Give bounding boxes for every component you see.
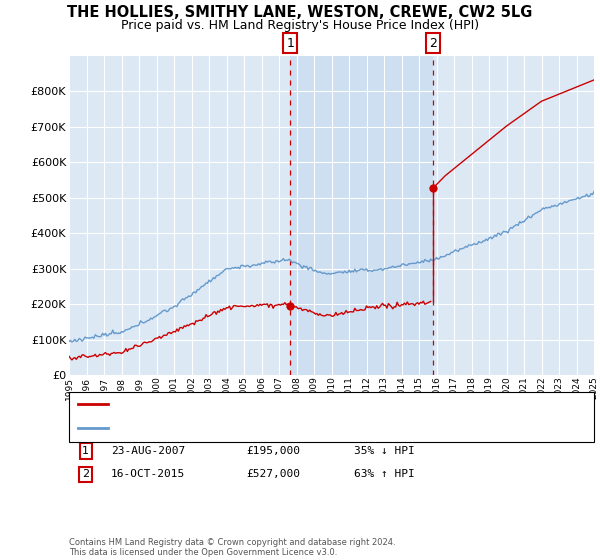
Text: £527,000: £527,000 [246, 469, 300, 479]
Text: £195,000: £195,000 [246, 446, 300, 456]
Text: THE HOLLIES, SMITHY LANE, WESTON, CREWE, CW2 5LG: THE HOLLIES, SMITHY LANE, WESTON, CREWE,… [67, 4, 533, 20]
Bar [290, 56, 433, 375]
Text: 16-OCT-2015: 16-OCT-2015 [111, 469, 185, 479]
Text: Contains HM Land Registry data © Crown copyright and database right 2024.
This d: Contains HM Land Registry data © Crown c… [69, 538, 395, 557]
Text: 2: 2 [82, 469, 89, 479]
Text: 2: 2 [429, 36, 437, 50]
Text: 1: 1 [286, 36, 295, 50]
Text: THE HOLLIES, SMITHY LANE, WESTON, CREWE, CW2 5LG (detached house): THE HOLLIES, SMITHY LANE, WESTON, CREWE,… [114, 399, 496, 409]
Text: 1: 1 [82, 446, 89, 456]
Text: 35% ↓ HPI: 35% ↓ HPI [354, 446, 415, 456]
Text: HPI: Average price, detached house, Cheshire East: HPI: Average price, detached house, Ches… [114, 423, 402, 433]
Text: 63% ↑ HPI: 63% ↑ HPI [354, 469, 415, 479]
Text: Price paid vs. HM Land Registry's House Price Index (HPI): Price paid vs. HM Land Registry's House … [121, 19, 479, 32]
Text: 23-AUG-2007: 23-AUG-2007 [111, 446, 185, 456]
